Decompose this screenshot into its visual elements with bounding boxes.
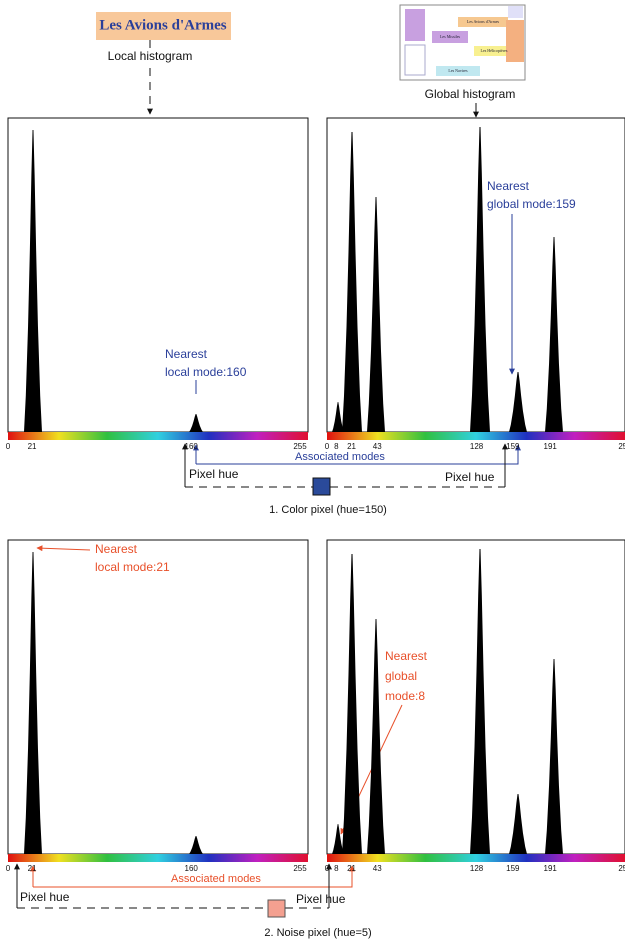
associated-label: Associated modes: [171, 873, 261, 885]
tick-label: 160: [185, 864, 199, 873]
thumbnail-text: Les Missiles: [440, 34, 461, 39]
caption: 2. Noise pixel (hue=5): [264, 927, 371, 939]
pixel-hue-label: Pixel hue: [189, 467, 239, 481]
histogram-peak: [24, 552, 42, 854]
local-histogram-label: Local histogram: [108, 49, 193, 63]
histogram-peak: [545, 659, 563, 854]
hue-bar: [327, 432, 625, 440]
histogram-peak: [189, 836, 203, 854]
histogram-peak: [367, 619, 385, 854]
tick-label: 21: [28, 442, 37, 451]
histogram-peak: [509, 372, 527, 432]
note: global: [385, 669, 417, 683]
tick-label: 0: [6, 442, 11, 451]
histogram-peak: [332, 402, 344, 432]
histogram-peak: [470, 127, 490, 432]
note: local mode:160: [165, 365, 247, 379]
histogram-peak: [332, 824, 344, 854]
note: local mode:21: [95, 560, 170, 574]
histogram-peak: [367, 197, 385, 432]
pointer: [36, 545, 91, 552]
tick-label: 159: [506, 864, 520, 873]
tick-label: 191: [544, 864, 558, 873]
global-histogram-label: Global histogram: [425, 87, 516, 101]
tick-label: 43: [373, 864, 382, 873]
tick-label: 160: [185, 442, 199, 451]
tick-label: 0: [6, 864, 11, 873]
histogram-peak: [189, 414, 203, 432]
title-image: [96, 12, 231, 40]
tick-label: 21: [347, 442, 356, 451]
histogram-peak: [342, 554, 362, 854]
tick-label: 8: [334, 864, 339, 873]
caption: 1. Color pixel (hue=150): [269, 504, 387, 516]
tick-label: 191: [544, 442, 558, 451]
tick-label: 255: [293, 864, 307, 873]
histogram-frame: [7, 117, 309, 433]
pixel-hue-label: Pixel hue: [296, 892, 346, 906]
note: global mode:159: [487, 197, 576, 211]
tick-label: 21: [28, 864, 37, 873]
thumbnail-text: Les Hélicoptères: [481, 48, 508, 53]
note: Nearest: [385, 649, 428, 663]
histogram-peak: [509, 794, 527, 854]
thumbnail: Les Avions d'Armes Les Missiles Les Héli…: [399, 4, 526, 81]
note: mode:8: [385, 689, 425, 703]
tick-label: 43: [373, 442, 382, 451]
histogram-peak: [470, 549, 490, 854]
histogram-peak: [342, 132, 362, 432]
tick-label: 255: [618, 864, 625, 873]
tick-label: 0: [325, 442, 330, 451]
pixel-swatch: [267, 899, 286, 918]
tick-label: 8: [334, 442, 339, 451]
tick-label: 255: [618, 442, 625, 451]
hue-bar: [8, 432, 308, 440]
pixel-hue-label: Pixel hue: [445, 470, 495, 484]
title-image-text: Les Avions d'Armes: [99, 17, 226, 33]
pixel-hue-label: Pixel hue: [20, 890, 70, 904]
histogram-frame: [7, 539, 309, 855]
thumbnail-text: Les Avions d'Armes: [467, 19, 500, 24]
histogram-peak: [545, 237, 563, 432]
hue-bar: [8, 854, 308, 862]
tick-label: 255: [293, 442, 307, 451]
histogram-peak: [24, 130, 42, 432]
note: Nearest: [165, 347, 208, 361]
tick-label: 21: [347, 864, 356, 873]
tick-label: 0: [325, 864, 330, 873]
associated-label: Associated modes: [295, 451, 385, 463]
tick-label: 128: [470, 442, 484, 451]
note: Nearest: [487, 179, 530, 193]
tick-label: 159: [506, 442, 520, 451]
tick-label: 128: [470, 864, 484, 873]
thumbnail-text: Les Navires: [448, 68, 468, 73]
pixel-swatch: [312, 477, 331, 496]
hue-bar: [327, 854, 625, 862]
note: Nearest: [95, 542, 138, 556]
